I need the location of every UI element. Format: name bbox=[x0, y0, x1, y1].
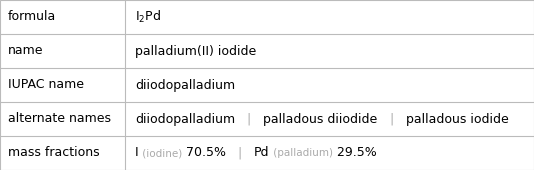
Text: I$_2$Pd: I$_2$Pd bbox=[135, 9, 161, 25]
Text: alternate names: alternate names bbox=[8, 113, 111, 125]
Text: (iodine): (iodine) bbox=[139, 148, 182, 158]
Text: Pd: Pd bbox=[254, 147, 270, 159]
Text: diiodopalladium: diiodopalladium bbox=[135, 113, 235, 125]
Text: |: | bbox=[226, 147, 254, 159]
Text: (palladium): (palladium) bbox=[270, 148, 333, 158]
Text: palladous diiodide: palladous diiodide bbox=[263, 113, 378, 125]
Text: 70.5%: 70.5% bbox=[182, 147, 226, 159]
Text: diiodopalladium: diiodopalladium bbox=[135, 79, 235, 91]
Text: |: | bbox=[378, 113, 406, 125]
Text: name: name bbox=[8, 45, 43, 57]
Text: 29.5%: 29.5% bbox=[333, 147, 376, 159]
Text: IUPAC name: IUPAC name bbox=[8, 79, 84, 91]
Text: palladium(II) iodide: palladium(II) iodide bbox=[135, 45, 256, 57]
Text: mass fractions: mass fractions bbox=[8, 147, 100, 159]
Text: I: I bbox=[135, 147, 139, 159]
Text: palladous iodide: palladous iodide bbox=[406, 113, 508, 125]
Text: |: | bbox=[235, 113, 263, 125]
Text: formula: formula bbox=[8, 11, 56, 23]
